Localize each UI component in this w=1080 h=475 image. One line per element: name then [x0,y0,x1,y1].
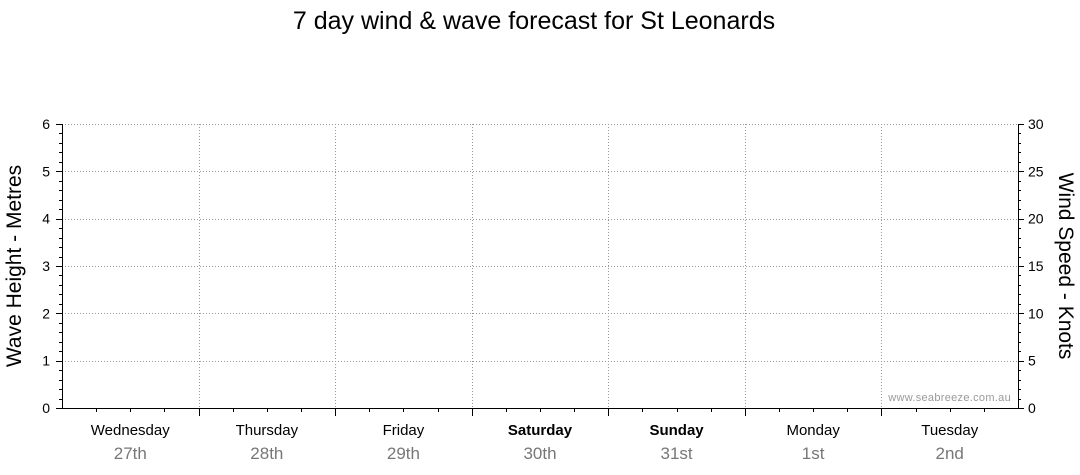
day-date-label: 29th [387,444,420,463]
right-tick-label: 20 [1028,211,1044,227]
day-name-label: Sunday [649,422,704,439]
day-date-label: 31st [661,444,693,463]
right-tick-label: 30 [1028,116,1044,132]
right-axis-ticks: 0 5 10 15 20 25 30 [1018,116,1044,416]
day-date-label: 30th [523,444,556,463]
day-date-label: 28th [250,444,283,463]
day-name-label: Monday [786,422,840,439]
axes [62,124,1019,416]
right-tick-label: 10 [1028,305,1044,321]
left-axis-ticks: 0 1 2 3 4 5 6 [42,116,62,416]
day-date-label: 1st [802,444,825,463]
day-date-label: 2nd [936,444,964,463]
chart-title: 7 day wind & wave forecast for St Leonar… [293,7,775,35]
right-tick-label: 0 [1028,400,1036,416]
right-axis-title: Wind Speed - Knots [1054,173,1077,360]
left-tick-label: 4 [42,211,50,227]
right-tick-label: 15 [1028,258,1044,274]
left-tick-label: 6 [42,116,50,132]
watermark: www.seabreeze.com.au [887,392,1011,404]
left-axis-title: Wave Height - Metres [3,165,26,367]
day-date-label: 27th [114,444,147,463]
grid-lines [62,124,1018,408]
right-tick-label: 5 [1028,353,1036,369]
left-tick-label: 2 [42,305,50,321]
left-tick-label: 1 [42,353,50,369]
day-name-label: Tuesday [921,422,978,439]
left-tick-label: 5 [42,163,50,179]
day-name-label: Wednesday [91,422,170,439]
day-name-label: Thursday [236,422,299,439]
day-labels: Wednesday 27th Thursday 28th Friday 29th Satur… [91,422,979,463]
left-tick-label: 0 [42,400,50,416]
left-tick-label: 3 [42,258,50,274]
day-name-label: Friday [383,422,425,439]
day-name-label: Saturday [508,422,573,439]
right-tick-label: 25 [1028,163,1044,179]
